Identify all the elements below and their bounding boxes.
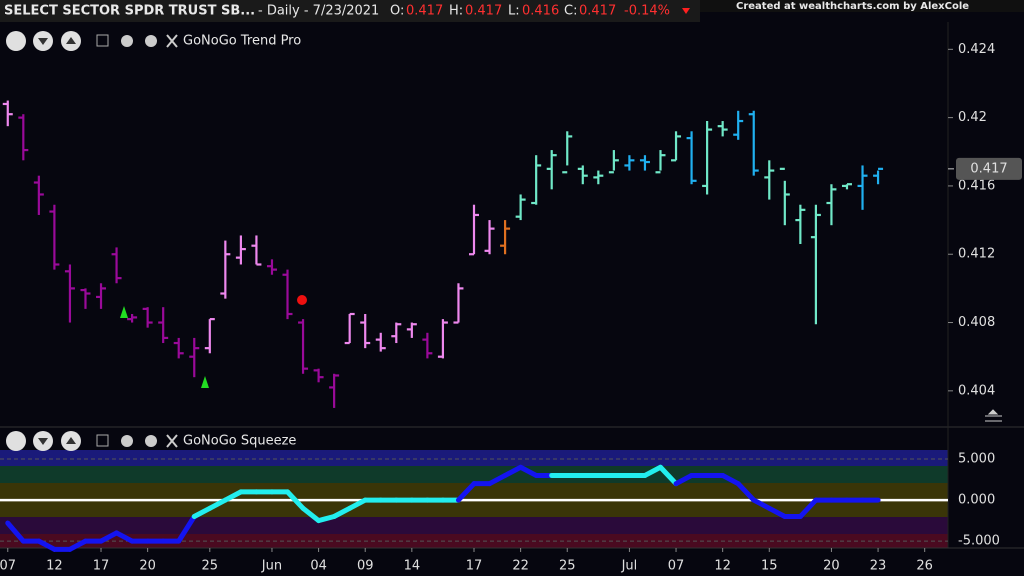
x-tick-label: 12 xyxy=(714,559,731,574)
y-tick-label: 0.416 xyxy=(958,178,995,193)
signal-dot xyxy=(297,295,307,305)
y-tick-label: 0.412 xyxy=(958,247,995,262)
icon xyxy=(66,437,76,444)
icon[interactable] xyxy=(145,35,157,47)
squeeze-line xyxy=(735,481,757,503)
squeeze-line xyxy=(502,464,524,478)
x-tick-label: 07 xyxy=(668,559,685,574)
x-tick-label: 25 xyxy=(559,559,576,574)
icon[interactable] xyxy=(121,435,133,447)
x-tick-label: 07 xyxy=(0,559,16,574)
last-price-box xyxy=(956,157,1022,180)
x-tick-label: 09 xyxy=(357,559,374,574)
icon[interactable] xyxy=(166,434,178,448)
y-tick-label: 0.424 xyxy=(958,42,995,57)
squeeze-line xyxy=(455,481,477,503)
y-tick-label: 0.42 xyxy=(958,110,987,125)
high-label: H: xyxy=(449,4,463,19)
panel-title: GoNoGo Trend Pro xyxy=(183,34,301,49)
icon xyxy=(38,438,48,445)
scale-handle[interactable] xyxy=(985,409,1002,422)
open-label: O: xyxy=(390,4,404,19)
squeeze-line xyxy=(720,472,741,487)
squeeze-line xyxy=(316,513,337,524)
squeeze-line xyxy=(300,505,322,524)
panel-title: GoNoGo Squeeze xyxy=(183,434,296,449)
button[interactable] xyxy=(6,31,26,51)
interval: - Daily - 7/23/2021 xyxy=(258,4,379,19)
x-tick-label: 17 xyxy=(466,559,483,574)
band xyxy=(0,450,948,466)
x-tick-label: Jul xyxy=(621,559,638,574)
down-arrow xyxy=(682,8,690,14)
squeeze-line xyxy=(114,530,135,544)
squeeze-line xyxy=(222,489,244,503)
x-tick-label: 12 xyxy=(46,559,63,574)
low-value: 0.416 xyxy=(522,4,559,19)
x-tick-label: 20 xyxy=(823,559,840,574)
icon xyxy=(38,38,48,45)
x-tick-label: Jun xyxy=(261,559,282,574)
squeeze-line xyxy=(487,472,508,487)
x-tick-label: 25 xyxy=(202,559,219,574)
squeeze-line xyxy=(673,472,695,487)
squeeze-line xyxy=(642,464,663,478)
squeeze-line xyxy=(797,497,819,519)
squeeze-line xyxy=(207,497,228,511)
signal-up xyxy=(201,376,209,388)
last-price-label: 0.417 xyxy=(970,161,1007,176)
squeeze-line xyxy=(191,505,213,519)
y-tick-label: 0.404 xyxy=(958,383,995,398)
squeeze-line xyxy=(751,497,772,511)
icon[interactable] xyxy=(96,434,109,447)
credit-bar xyxy=(700,0,1024,12)
icon[interactable] xyxy=(96,34,109,47)
squeeze-line xyxy=(67,538,88,552)
squeeze-line xyxy=(98,530,120,544)
x-tick-label: 26 xyxy=(916,559,933,574)
y-tick-label: 0.408 xyxy=(958,315,995,330)
open-value: 0.417 xyxy=(406,4,443,19)
icon xyxy=(66,37,76,44)
squeeze-line xyxy=(657,464,679,487)
x-tick-label: 04 xyxy=(310,559,327,574)
y-tick-label: -5.000 xyxy=(958,534,1000,549)
toolbar: GoNoGo Squeeze xyxy=(6,431,296,451)
symbol-title: SELECT SECTOR SPDR TRUST SB... xyxy=(4,4,255,19)
x-tick-label: 14 xyxy=(404,559,421,574)
credit: Created at wealthcharts.com by AlexCole xyxy=(736,1,969,12)
squeeze-line xyxy=(36,538,57,552)
squeeze-line xyxy=(5,520,26,544)
low-label: L: xyxy=(508,4,520,19)
squeeze-line xyxy=(331,505,353,519)
squeeze-line xyxy=(285,489,306,511)
band xyxy=(0,534,948,548)
change-value: -0.14% xyxy=(624,4,670,19)
band xyxy=(0,466,948,483)
squeeze-line xyxy=(518,464,539,478)
icon[interactable] xyxy=(166,34,178,48)
band xyxy=(0,517,948,534)
y-tick-label: 5.000 xyxy=(958,452,995,467)
icon[interactable] xyxy=(145,435,157,447)
x-tick-label: 15 xyxy=(761,559,778,574)
x-tick-label: 17 xyxy=(93,559,110,574)
signal-up xyxy=(120,306,128,318)
icon[interactable] xyxy=(121,35,133,47)
high-value: 0.417 xyxy=(465,4,502,19)
header-bar xyxy=(0,0,700,22)
x-tick-label: 23 xyxy=(870,559,887,574)
button[interactable] xyxy=(6,431,26,451)
x-tick-label: 22 xyxy=(512,559,529,574)
squeeze-line xyxy=(766,505,788,519)
x-tick-label: 20 xyxy=(139,559,156,574)
toolbar: GoNoGo Trend Pro xyxy=(6,31,301,51)
squeeze-line xyxy=(347,497,368,511)
y-tick-label: 0.000 xyxy=(958,493,995,508)
squeeze-line xyxy=(176,513,197,544)
close-label: C: xyxy=(564,4,577,19)
close-value: 0.417 xyxy=(579,4,616,19)
